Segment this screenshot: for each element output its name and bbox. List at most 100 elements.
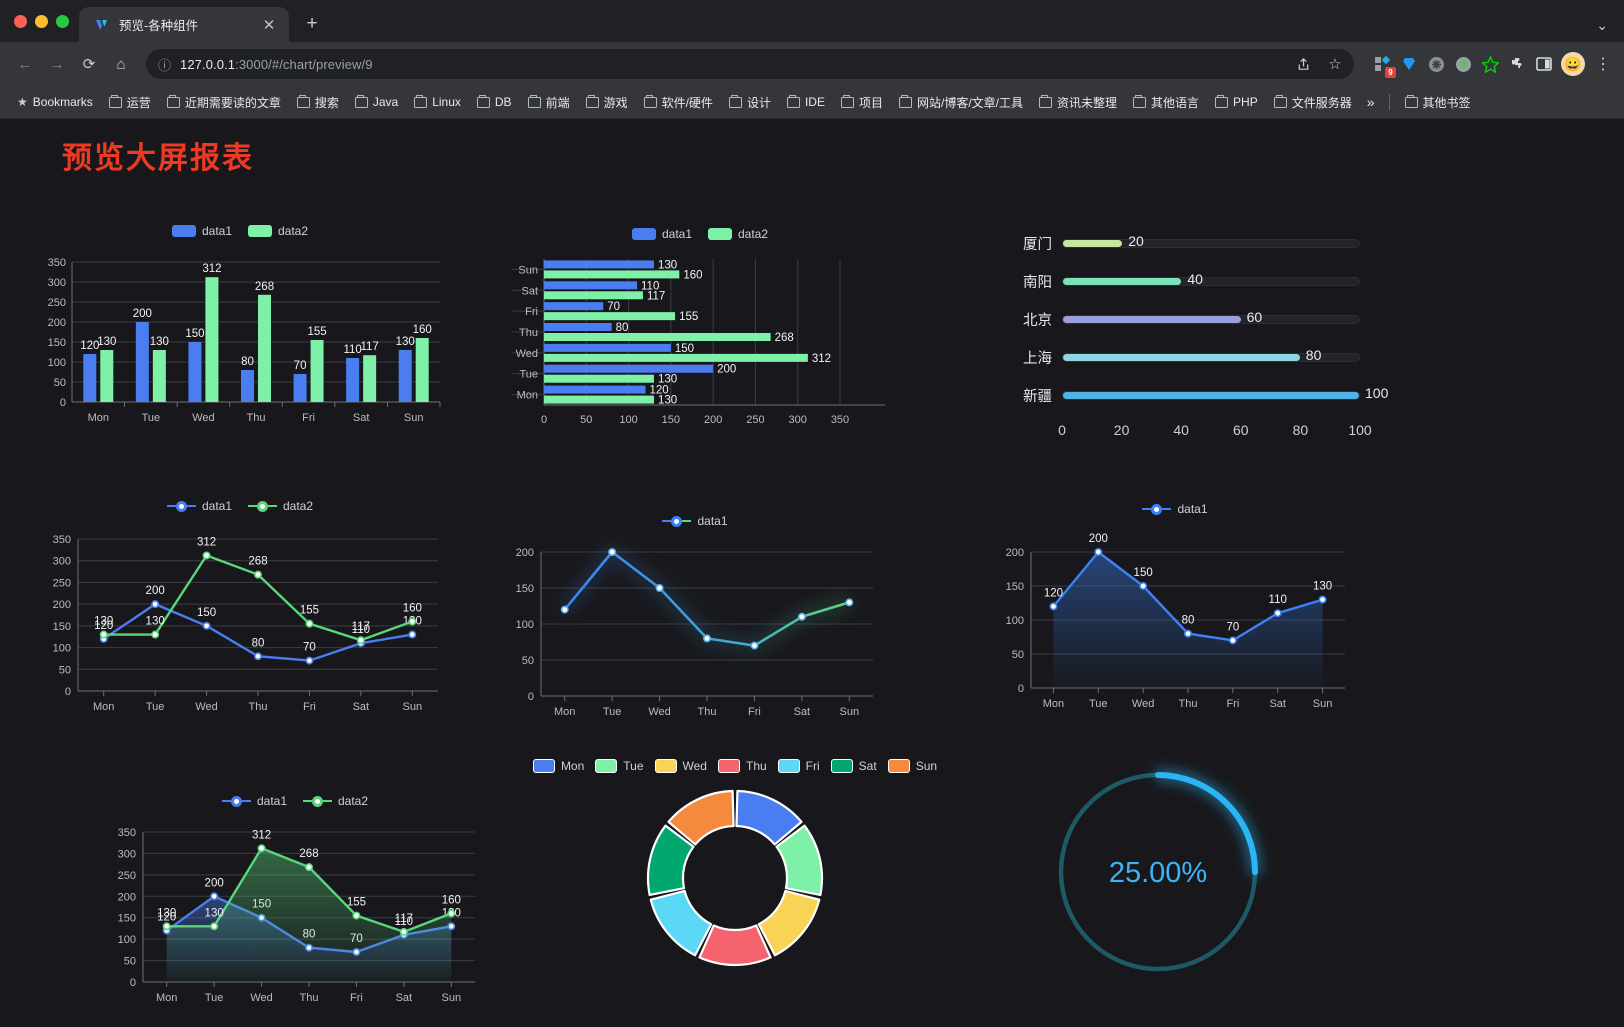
- browser-menu-icon[interactable]: ⋮: [1595, 56, 1611, 73]
- progress-track[interactable]: 100: [1062, 385, 1388, 401]
- area-chart-bottom-svg[interactable]: 0 50 100 150 200 250 300 350 Mon Tue Wed Thu Fri Sat S…: [95, 814, 495, 1014]
- bookmarks-overflow-button[interactable]: »: [1366, 94, 1375, 110]
- legend-item-sun[interactable]: Sun: [887, 759, 937, 773]
- gear-circle-icon[interactable]: [1426, 54, 1446, 74]
- bookmark-folder-8[interactable]: 软件/硬件: [637, 91, 720, 114]
- data-point[interactable]: [99, 630, 108, 639]
- address-bar[interactable]: ⓘ 127.0.0.1:3000/#/chart/preview/9 ☆: [146, 49, 1354, 79]
- legend-item-data2[interactable]: data2: [708, 227, 768, 241]
- legend-item-data1[interactable]: data1: [166, 499, 232, 513]
- data-point[interactable]: [202, 551, 211, 560]
- bar[interactable]: [544, 343, 671, 352]
- bookmark-folder-9[interactable]: 设计: [722, 91, 778, 114]
- legend-item-data1[interactable]: data1: [221, 794, 287, 808]
- data-point[interactable]: [254, 652, 263, 661]
- data-point[interactable]: [408, 617, 417, 626]
- data-point[interactable]: [1318, 595, 1327, 604]
- data-point[interactable]: [151, 600, 160, 609]
- bar[interactable]: [544, 302, 604, 311]
- bar[interactable]: [544, 291, 643, 300]
- bar[interactable]: [544, 270, 680, 279]
- pie-slice-mon[interactable]: [735, 789, 803, 846]
- data-point[interactable]: [750, 641, 759, 650]
- data-point[interactable]: [1228, 636, 1237, 645]
- pie-slice-wed[interactable]: [757, 889, 821, 957]
- data-point[interactable]: [608, 548, 617, 557]
- data-point[interactable]: [1049, 602, 1058, 611]
- progress-track[interactable]: 20: [1062, 233, 1360, 249]
- bookmark-folder-5[interactable]: DB: [470, 92, 519, 112]
- bar[interactable]: [415, 338, 429, 402]
- bookmark-folder-11[interactable]: 项目: [834, 91, 890, 114]
- bookmark-folder-10[interactable]: IDE: [780, 92, 832, 112]
- pie-slice-fri[interactable]: [649, 889, 713, 957]
- pie-slice-sun[interactable]: [667, 789, 735, 846]
- bookmark-folder-2[interactable]: 搜索: [290, 91, 346, 114]
- data-point[interactable]: [1094, 547, 1103, 556]
- green-circle-icon[interactable]: [1453, 54, 1473, 74]
- bar[interactable]: [544, 281, 638, 290]
- legend-item-data2[interactable]: data2: [248, 224, 308, 238]
- data-point[interactable]: [356, 636, 365, 645]
- close-window-button[interactable]: [14, 14, 27, 28]
- bookmarks-manager-entry[interactable]: ★ Bookmarks: [10, 92, 100, 112]
- bar[interactable]: [363, 355, 377, 402]
- bar[interactable]: [293, 374, 307, 402]
- vertical-bar-chart-svg[interactable]: 050100150200250300350Mon120130Tue200130W…: [30, 244, 450, 439]
- legend-item-data1[interactable]: data1: [171, 224, 232, 238]
- site-info-icon[interactable]: ⓘ: [158, 57, 172, 73]
- data-point[interactable]: [202, 621, 211, 630]
- bookmark-folder-16[interactable]: 文件服务器: [1267, 91, 1359, 114]
- bookmark-folder-0[interactable]: 运营: [102, 91, 158, 114]
- legend-item-thu[interactable]: Thu: [717, 759, 767, 773]
- pie-slice-sat[interactable]: [646, 824, 695, 897]
- window-controls[interactable]: [12, 0, 79, 42]
- line-chart-glow-svg[interactable]: 0 50 100 150 200 Mon Tue Wed Thu Fri Sat Sun: [495, 534, 895, 724]
- bar[interactable]: [241, 370, 254, 402]
- legend-item-data1[interactable]: data1: [1142, 502, 1208, 516]
- data-point[interactable]: [352, 911, 361, 920]
- legend-item-data1[interactable]: data1: [662, 514, 728, 528]
- share-icon[interactable]: [1288, 49, 1318, 79]
- maximize-window-button[interactable]: [56, 14, 69, 28]
- data-point[interactable]: [1273, 609, 1282, 618]
- data-point[interactable]: [254, 570, 263, 579]
- forward-button[interactable]: →: [49, 55, 65, 73]
- legend-item-wed[interactable]: Wed: [654, 759, 707, 773]
- data-point[interactable]: [1139, 581, 1148, 590]
- close-tab-button[interactable]: ✕: [262, 16, 276, 34]
- new-tab-button[interactable]: +: [306, 13, 318, 34]
- minimize-window-button[interactable]: [35, 14, 48, 28]
- bookmark-folder-13[interactable]: 资讯未整理: [1032, 91, 1124, 114]
- back-button[interactable]: ←: [17, 55, 33, 73]
- bar[interactable]: [544, 364, 714, 373]
- bar[interactable]: [188, 342, 202, 402]
- data-point[interactable]: [1184, 629, 1193, 638]
- bar[interactable]: [544, 395, 654, 404]
- bar[interactable]: [135, 322, 149, 402]
- bookmark-star-icon[interactable]: ☆: [1328, 56, 1342, 73]
- data-point[interactable]: [399, 927, 408, 936]
- data-point[interactable]: [151, 630, 160, 639]
- data-point[interactable]: [797, 612, 806, 621]
- data-point[interactable]: [408, 630, 417, 639]
- data-point[interactable]: [845, 598, 854, 607]
- bar[interactable]: [152, 350, 166, 402]
- bookmark-folder-15[interactable]: PHP: [1208, 92, 1265, 112]
- bar[interactable]: [544, 260, 654, 269]
- data-point[interactable]: [305, 656, 314, 665]
- browser-tab[interactable]: 预览-各种组件 ✕: [79, 7, 289, 42]
- bar[interactable]: [544, 374, 654, 383]
- legend-item-mon[interactable]: Mon: [532, 759, 584, 773]
- bar[interactable]: [544, 312, 676, 321]
- progress-track[interactable]: 40: [1062, 271, 1360, 287]
- bar[interactable]: [544, 353, 808, 362]
- home-button[interactable]: ⌂: [116, 55, 126, 73]
- bookmark-folder-12[interactable]: 网站/博客/文章/工具: [892, 91, 1030, 114]
- green-star-icon[interactable]: [1480, 54, 1500, 74]
- data-point[interactable]: [655, 583, 664, 592]
- progress-track[interactable]: 60: [1062, 309, 1360, 325]
- bar[interactable]: [258, 294, 271, 402]
- puzzle-icon[interactable]: [1507, 54, 1527, 74]
